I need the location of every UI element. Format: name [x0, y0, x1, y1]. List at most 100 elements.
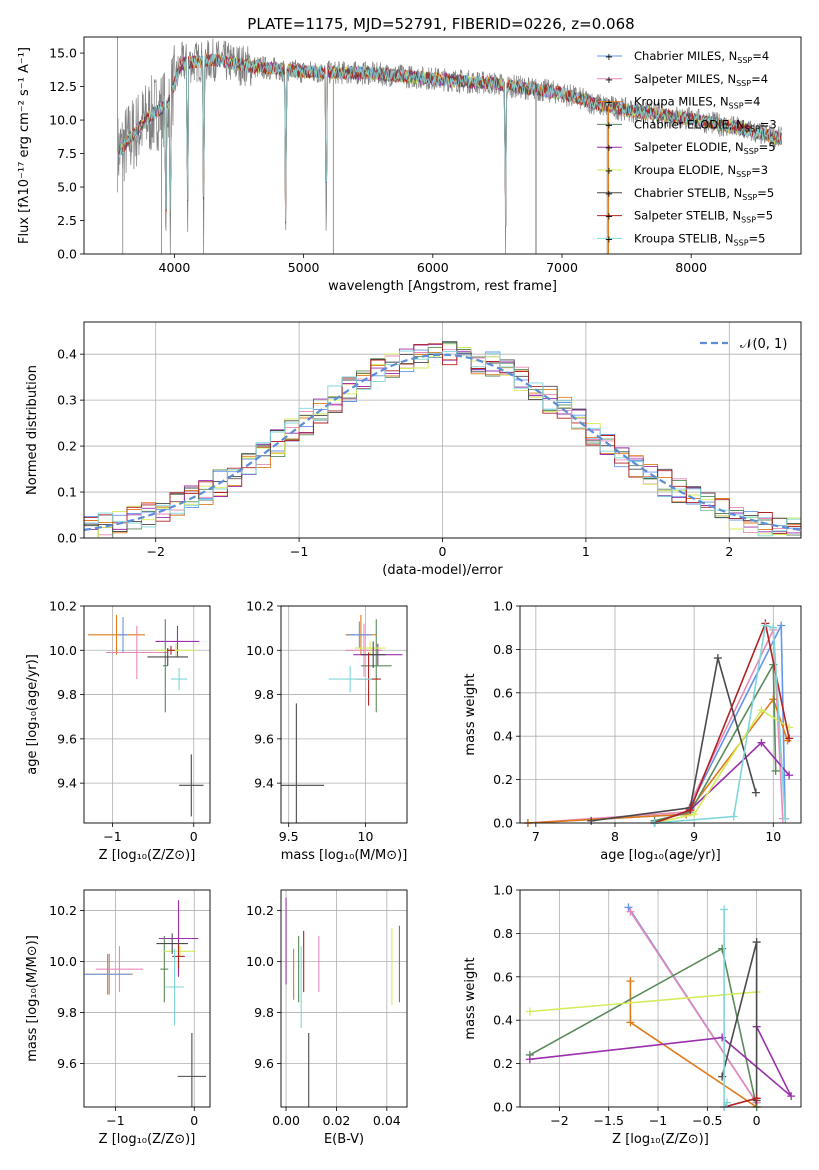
massweight_vs_z-point-kroupa_miles: [626, 977, 635, 986]
massweight_vs_z-ytick-label: 0.6: [493, 969, 513, 984]
legend-marker: +: [605, 120, 613, 131]
massweight_vs_age-xlabel: age [log₁₀(age/yr)]: [600, 848, 721, 863]
massweight_vs_age-point-salpeter_elodie: [785, 771, 794, 780]
massweight_vs_age-ytick-label: 0.4: [493, 729, 513, 744]
massweight_vs_z-xtick-label: −1.5: [594, 1113, 624, 1128]
residual_hist-ytick-label: 0.4: [57, 347, 77, 362]
age_vs_z-ytick-label: 9.6: [57, 731, 77, 746]
hist-series-kroupa_stelib: [84, 350, 801, 537]
mass_vs_z-xtick-label: 0: [190, 1113, 198, 1128]
massweight_vs_z-point-chabrier_stelib: [718, 1072, 727, 1081]
mass_vs_z-xtick-label: −1: [106, 1113, 124, 1128]
massweight_vs_z-ytick-label: 0.0: [493, 1100, 513, 1115]
legend-marker: +: [605, 98, 613, 109]
age_vs_z-ytick-label: 10.2: [49, 599, 77, 614]
massweight_vs_age-frame: [519, 605, 802, 824]
legend-label: Salpeter STELIB, NSSP=5: [634, 209, 773, 225]
age_vs_mass-xtick-label: 10: [358, 829, 374, 844]
mass_vs_z-ytick-label: 10.2: [49, 903, 77, 918]
residual_hist-ytick-label: 0.0: [57, 531, 77, 546]
mass_vs_z-frame: [83, 889, 211, 1108]
figure-title: PLATE=1175, MJD=52791, FIBERID=0226, z=0…: [247, 15, 634, 33]
age_vs_mass-xtick-label: 9.5: [279, 829, 299, 844]
mass_vs_z-ytick-label: 9.8: [57, 1005, 77, 1020]
massweight_vs_z-ytick-label: 1.0: [493, 883, 513, 898]
massweight_vs_z-xlabel: Z [log₁₀(Z/Z⊙)]: [612, 1132, 709, 1147]
age_vs_z-ytick-label: 9.4: [57, 776, 77, 791]
mass_vs_ebv-xlabel: E(B-V): [324, 1132, 364, 1147]
age_vs_mass-ytick-label: 10.0: [246, 643, 274, 658]
age_vs_z-ytick-label: 10.0: [49, 643, 77, 658]
massweight_vs_age-ytick-label: 0.6: [493, 685, 513, 700]
massweight_vs_age-point-salpeter_elodie: [757, 738, 766, 747]
legend-label: Chabrier ELODIE, NSSP=3: [634, 117, 777, 133]
massweight_vs_age-point-chabrier_miles: [777, 621, 786, 630]
massweight_vs_z-point-kroupa_miles: [626, 1018, 635, 1027]
mass_vs_ebv-frame: [280, 889, 408, 1108]
massweight_vs_z-point-chabrier_miles: [624, 903, 633, 912]
mass_vs_ebv-xtick-label: 0.02: [323, 1113, 351, 1128]
massweight_vs_z-point-kroupa_stelib: [723, 1098, 732, 1107]
massweight_vs_z-xtick-label: 0: [753, 1113, 761, 1128]
massweight_vs_age-series-salpeter_miles: [527, 629, 784, 823]
legend-marker: +: [605, 166, 613, 177]
legend-label: Chabrier MILES, NSSP=4: [634, 49, 769, 65]
spectrum-ytick-label: 15.0: [49, 46, 77, 61]
massweight_vs_age-point-kroupa_stelib: [781, 814, 790, 823]
spectrum-xlabel: wavelength [Angstrom, rest frame]: [328, 279, 557, 294]
spectrum-ytick-label: 10.0: [49, 113, 77, 128]
massweight_vs_z-point-kroupa_elodie: [525, 1007, 534, 1016]
mass_vs_z-ytick-label: 10.0: [49, 954, 77, 969]
residual_hist-ytick-label: 0.1: [57, 485, 77, 500]
mass_vs_ebv-ytick-label: 9.8: [254, 1005, 274, 1020]
mass_vs_ebv-ytick-label: 9.6: [254, 1056, 274, 1071]
age_vs_mass-axes: [277, 605, 407, 827]
massweight_vs_z-series-chabrier_elodie: [529, 947, 758, 1107]
legend-marker: +: [605, 52, 613, 63]
mass_vs_ebv-xtick-label: 0.00: [272, 1113, 300, 1128]
spectrum-ylabel: Flux [fλ10⁻¹⁷ erg cm⁻² s⁻¹ A⁻¹]: [17, 47, 32, 244]
massweight_vs_age-ytick-label: 1.0: [493, 599, 513, 614]
legend-label: Salpeter MILES, NSSP=4: [634, 72, 768, 88]
spectrum-xtick-label: 7000: [546, 260, 578, 275]
legend-marker: +: [605, 189, 613, 200]
hist-gaussian-curve: [83, 353, 802, 531]
spectrum-axes: [80, 52, 692, 258]
massweight_vs_z-series-kroupa_elodie: [529, 991, 757, 1013]
massweight_vs_age-point-salpeter_stelib: [686, 805, 695, 814]
mass_vs_ebv-xtick-label: 0.04: [373, 1113, 401, 1128]
mass_vs_ebv-ytick-label: 10.2: [246, 903, 274, 918]
residual_hist-xtick-label: 2: [725, 544, 733, 559]
spectrum-frame: [83, 36, 802, 255]
massweight_vs_age-ytick-label: 0.0: [493, 816, 513, 831]
massweight_vs_age-xtick-label: 8: [611, 829, 619, 844]
legend-label: Kroupa MILES, NSSP=4: [634, 95, 760, 111]
massweight_vs_z-frame: [519, 889, 802, 1108]
mass_vs_z-xlabel: Z [log₁₀(Z/Z⊙)]: [99, 1132, 196, 1147]
massweight_vs_age-series-kroupa_miles: [527, 697, 789, 823]
massweight_vs_age-ytick-label: 0.8: [493, 642, 513, 657]
massweight_vs_z-ytick-label: 0.8: [493, 926, 513, 941]
massweight_vs_z-point-salpeter_stelib: [752, 1094, 761, 1103]
massweight_vs_z-point-salpeter_elodie: [525, 1055, 534, 1064]
age_vs_z-frame: [83, 605, 211, 824]
mass_vs_z-ytick-label: 9.6: [57, 1056, 77, 1071]
legend-marker: +: [605, 75, 613, 86]
massweight_vs_z-xtick-label: −0.5: [692, 1113, 722, 1128]
legend-marker: +: [605, 234, 613, 245]
spectrum-model-salpeter_stelib: [118, 53, 782, 226]
age_vs_z-xtick-label: −1: [103, 829, 121, 844]
age_vs_mass-ytick-label: 9.8: [254, 687, 274, 702]
spectrum-xtick-label: 8000: [675, 260, 707, 275]
massweight_vs_age-series-chabrier_stelib: [591, 657, 757, 822]
residual_hist-xtick-label: 1: [582, 544, 590, 559]
age_vs_mass-xlabel: mass [log₁₀(M/M⊙)]: [281, 848, 408, 863]
massweight_vs_z-series-salpeter_stelib: [723, 1097, 757, 1107]
massweight_vs_z-point-chabrier_elodie: [718, 944, 727, 953]
spectrum-xtick-label: 4000: [159, 260, 191, 275]
age_vs_mass-frame: [280, 605, 408, 824]
age_vs_mass-ytick-label: 9.4: [254, 776, 274, 791]
residual_hist-xtick-label: −1: [290, 544, 308, 559]
mass_vs_ebv-ytick-label: 10.0: [246, 954, 274, 969]
